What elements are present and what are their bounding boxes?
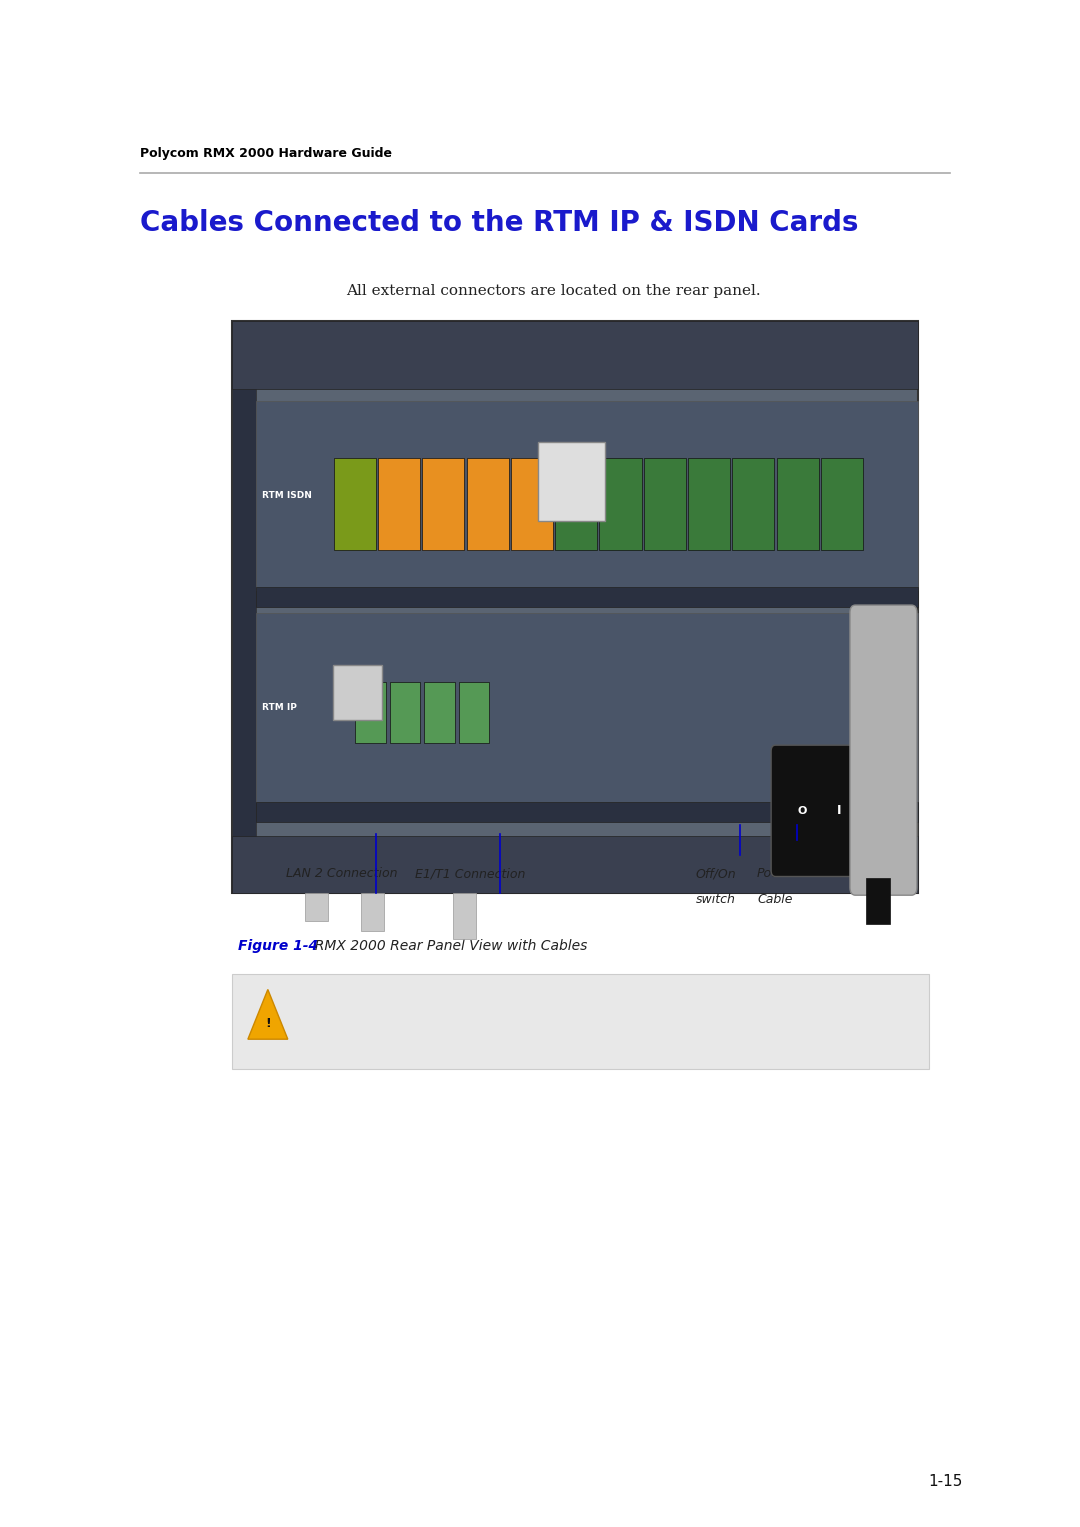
Polygon shape — [248, 989, 287, 1040]
FancyBboxPatch shape — [232, 321, 918, 389]
FancyBboxPatch shape — [771, 745, 868, 876]
FancyBboxPatch shape — [866, 878, 890, 924]
Text: Cables Connected to the RTM IP & ISDN Cards: Cables Connected to the RTM IP & ISDN Ca… — [140, 209, 859, 237]
FancyBboxPatch shape — [334, 458, 376, 550]
FancyBboxPatch shape — [361, 893, 384, 931]
Text: O: O — [797, 806, 807, 815]
Text: Figure 1-4: Figure 1-4 — [238, 939, 318, 953]
Text: switch: switch — [697, 893, 735, 907]
FancyBboxPatch shape — [732, 458, 774, 550]
FancyBboxPatch shape — [390, 681, 420, 742]
FancyBboxPatch shape — [232, 321, 918, 893]
FancyBboxPatch shape — [232, 837, 918, 893]
Text: !: ! — [265, 1017, 271, 1029]
FancyBboxPatch shape — [256, 586, 918, 606]
Text: 1-15: 1-15 — [928, 1474, 962, 1489]
FancyBboxPatch shape — [232, 321, 256, 893]
FancyBboxPatch shape — [256, 400, 918, 589]
Text: RTM ISDN: RTM ISDN — [262, 490, 312, 499]
Text: Cable: Cable — [758, 893, 793, 907]
FancyBboxPatch shape — [453, 893, 476, 939]
FancyBboxPatch shape — [511, 458, 553, 550]
FancyBboxPatch shape — [424, 681, 455, 742]
FancyBboxPatch shape — [333, 664, 382, 719]
FancyBboxPatch shape — [459, 681, 489, 742]
FancyBboxPatch shape — [538, 441, 605, 521]
Text: Do not remove the protective caps from LAN1, LAN3 and ShMG ports.: Do not remove the protective caps from L… — [313, 1014, 799, 1029]
Text: Power: Power — [756, 867, 795, 881]
Text: RTM IP: RTM IP — [262, 702, 297, 712]
Text: LAN 2 Connection: LAN 2 Connection — [285, 867, 397, 881]
FancyBboxPatch shape — [305, 893, 328, 921]
Text: Off/On: Off/On — [696, 867, 737, 881]
FancyBboxPatch shape — [555, 458, 597, 550]
FancyBboxPatch shape — [422, 458, 464, 550]
FancyBboxPatch shape — [688, 458, 730, 550]
FancyBboxPatch shape — [256, 612, 918, 802]
FancyBboxPatch shape — [599, 458, 642, 550]
FancyBboxPatch shape — [355, 681, 386, 742]
FancyBboxPatch shape — [644, 458, 686, 550]
Text: RMX 2000 Rear Panel View with Cables: RMX 2000 Rear Panel View with Cables — [306, 939, 588, 953]
FancyBboxPatch shape — [232, 974, 929, 1069]
Text: Polycom RMX 2000 Hardware Guide: Polycom RMX 2000 Hardware Guide — [140, 147, 392, 160]
FancyBboxPatch shape — [850, 605, 917, 895]
FancyBboxPatch shape — [467, 458, 509, 550]
Text: E1/T1 Connection: E1/T1 Connection — [415, 867, 525, 881]
FancyBboxPatch shape — [378, 458, 420, 550]
Text: All external connectors are located on the rear panel.: All external connectors are located on t… — [346, 284, 760, 298]
FancyBboxPatch shape — [777, 458, 819, 550]
Text: I: I — [837, 805, 841, 817]
FancyBboxPatch shape — [821, 458, 863, 550]
FancyBboxPatch shape — [256, 802, 918, 822]
